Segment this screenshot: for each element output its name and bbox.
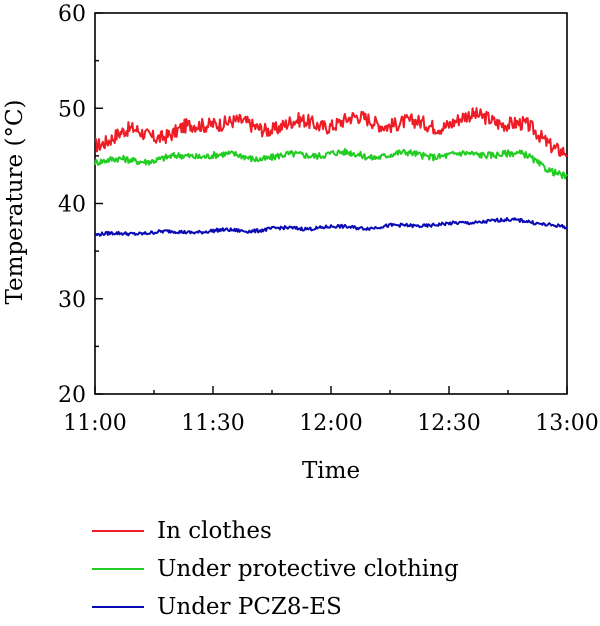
legend-label-under-protective-clothing: Under protective clothing (157, 556, 459, 582)
y-tick-label: 50 (58, 97, 86, 122)
legend-item-in-clothes: In clothes (92, 512, 459, 550)
x-tick-label: 12:30 (417, 411, 480, 436)
x-tick-label: 13:00 (535, 411, 598, 436)
x-axis-title: Time (302, 458, 360, 484)
legend-swatch-in-clothes (92, 530, 144, 532)
legend-item-under-protective-clothing: Under protective clothing (92, 550, 459, 588)
temperature-line-chart: 20 30 40 50 60 11:00 11:30 12:00 12:30 13:00 Time… (2, 2, 599, 484)
plot-area: 20 30 40 50 60 11:00 11:30 12:00 12:30 13:00 (58, 2, 599, 436)
plot-frame (94, 12, 568, 395)
y-tick-label: 20 (58, 383, 86, 408)
x-tick-label: 11:30 (181, 411, 244, 436)
legend-item-under-pcz8-es: Under PCZ8-ES (92, 588, 459, 626)
y-tick-label: 30 (58, 288, 86, 313)
y-tick-label: 40 (58, 193, 86, 218)
legend-swatch-under-protective-clothing (92, 568, 144, 570)
legend-label-under-pcz8-es: Under PCZ8-ES (157, 594, 342, 620)
y-tick-label: 60 (58, 2, 86, 27)
series-line-under-pcz8-es (94, 217, 568, 237)
x-tick-label: 12:00 (299, 411, 362, 436)
legend-label-in-clothes: In clothes (157, 518, 272, 544)
series-line-in-clothes (94, 107, 568, 157)
y-axis-title: Temperature (°C) (2, 99, 28, 304)
legend-swatch-under-pcz8-es (92, 606, 144, 608)
series-line-under-protective-clothing (94, 148, 568, 180)
x-tick-label: 11:00 (63, 411, 126, 436)
legend: In clothes Under protective clothing Und… (92, 512, 459, 626)
